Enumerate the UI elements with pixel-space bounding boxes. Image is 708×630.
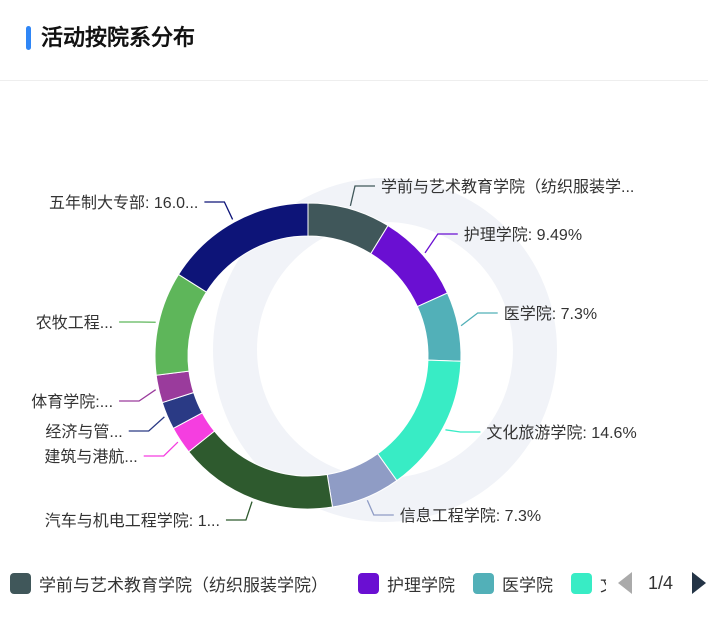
card-title: 活动按院系分布 [41,25,196,50]
legend-prev-arrow-icon[interactable] [618,572,632,594]
slice-label: 体育学院:... [31,393,113,411]
slice-label: 五年制大专部: 16.0... [49,194,198,212]
slice-label: 医学院: 7.3% [504,305,597,323]
legend-item[interactable]: 护理学院 [358,570,455,596]
legend-item[interactable]: 学前与艺术教育学院（纺织服装学院） [10,570,328,596]
label-leader-line [349,185,376,207]
card-header: 活动按院系分布 [0,0,708,81]
legend-swatch [358,572,379,594]
legend-label: 医学院 [502,575,553,595]
donut-slice [154,273,208,376]
donut-slice [177,202,309,293]
slice-label: 信息工程学院: 7.3% [400,507,541,525]
legend-swatch [473,572,494,594]
label-leader-line [119,389,157,402]
legend-next-arrow-icon[interactable] [692,572,706,594]
legend-item[interactable]: 医学院 [473,570,553,596]
label-leader-line [460,312,498,327]
legend-page-indicator: 1/4 [648,573,674,593]
title-accent-bar [26,26,31,50]
background-ring [213,178,557,522]
donut-slice [416,292,462,362]
slice-label: 文化旅游学院: 14.6% [486,424,636,442]
label-leader-line [225,501,253,521]
label-leader-line [366,500,394,516]
slice-label: 护理学院: 9.49% [464,226,582,244]
chart-legend: 学前与艺术教育学院（纺织服装学院） 护理学院 医学院 文 1/4 [0,560,708,608]
label-leader-line [445,429,481,433]
label-leader-line [204,201,234,220]
legend-label: 学前与艺术教育学院（纺织服装学院） [39,575,328,595]
donut-chart: 学前与艺术教育学院（纺织服装学... 护理学院: 9.49% 医学院: 7.3% 文化… [31,178,637,530]
slice-label: 学前与艺术教育学院（纺织服装学... [381,178,634,196]
label-leader-line [424,233,458,254]
label-leader-line [143,441,179,457]
legend-label: 护理学院 [387,575,455,595]
label-leader-line [128,416,165,432]
legend-swatch [10,572,31,594]
slice-label: 汽车与机电工程学院: 1... [45,512,220,530]
legend-swatch [571,572,592,594]
legend-pager: 1/4 [606,560,708,608]
slice-label: 农牧工程... [36,314,113,332]
slice-label: 经济与管... [45,423,122,441]
slice-label: 建筑与港航... [44,448,137,466]
